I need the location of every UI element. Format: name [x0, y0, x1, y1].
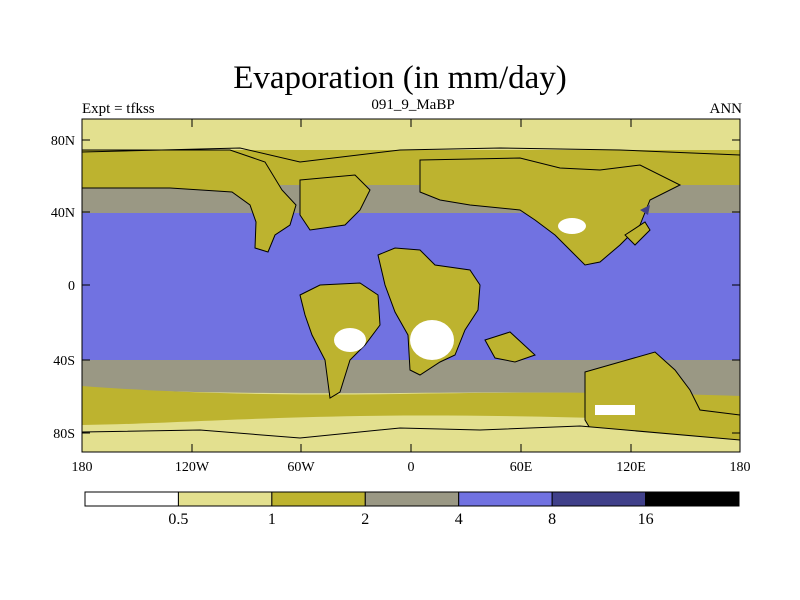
- colorbar-label: 2: [361, 511, 369, 528]
- lat-label: 80N: [51, 134, 75, 149]
- colorbar-label: 1: [268, 511, 276, 528]
- south-america-desert: [334, 328, 366, 352]
- lon-label: 0: [408, 460, 415, 475]
- australia-pale-patch: [595, 405, 635, 415]
- africa-desert: [410, 320, 454, 360]
- colorbar-swatch: [272, 492, 365, 506]
- lon-label: 60W: [287, 460, 315, 475]
- lon-label: 120W: [175, 460, 210, 475]
- lat-label: 40N: [51, 206, 75, 221]
- colorbar-label: 4: [455, 511, 463, 528]
- colorbar-label: 0.5: [168, 511, 188, 528]
- colorbar-label: 8: [548, 511, 556, 528]
- lon-label: 180: [730, 460, 751, 475]
- colorbar-swatch: [646, 492, 739, 506]
- colorbar-label: 16: [638, 511, 654, 528]
- lon-label: 120E: [616, 460, 646, 475]
- lat-label: 40S: [53, 354, 75, 369]
- colorbar-swatch: [85, 492, 178, 506]
- colorbar-swatch: [365, 492, 458, 506]
- asia-desert: [558, 218, 586, 234]
- lat-label: 0: [68, 279, 75, 294]
- colorbar-swatch: [459, 492, 552, 506]
- map-field: [82, 119, 740, 452]
- colorbar-swatch: [178, 492, 271, 506]
- colorbar: 0.5 1 2 4 8 16: [85, 492, 739, 528]
- lon-label: 60E: [510, 460, 533, 475]
- colorbar-swatch: [552, 492, 645, 506]
- lat-label: 80S: [53, 427, 75, 442]
- map-figure: 80N 40N 0 40S 80S 180 120W 60W 0 60E 120E 180 0.5 1…: [0, 0, 800, 600]
- lon-label: 180: [72, 460, 93, 475]
